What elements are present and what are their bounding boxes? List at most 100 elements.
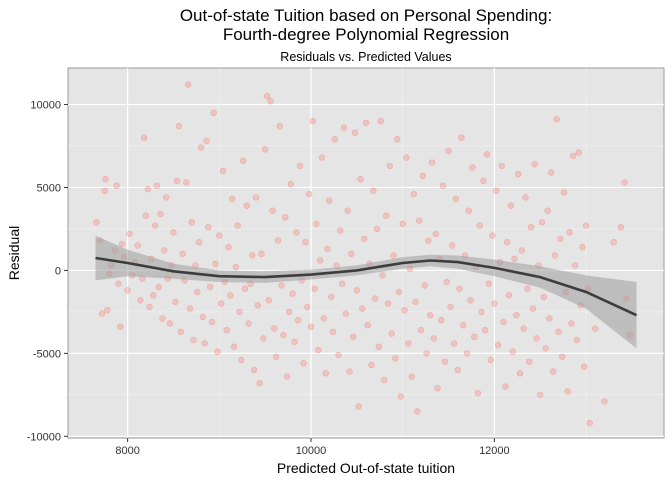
data-point: [361, 235, 368, 243]
data-point: [474, 390, 482, 397]
data-point: [394, 136, 401, 143]
data-point: [104, 307, 111, 314]
data-point: [549, 368, 557, 375]
data-point: [173, 177, 181, 185]
data-point: [335, 351, 342, 359]
data-point: [547, 169, 555, 176]
data-point: [227, 292, 234, 299]
y-tick-label: -10000: [27, 431, 61, 443]
x-tick-label: 12000: [479, 445, 510, 457]
data-point: [296, 162, 304, 170]
data-point: [491, 300, 498, 307]
data-point: [102, 176, 109, 183]
data-point: [324, 245, 331, 253]
data-point: [258, 250, 265, 258]
data-point: [520, 325, 527, 332]
data-point: [260, 335, 267, 342]
data-point: [546, 315, 553, 322]
data-point: [514, 171, 522, 178]
data-point: [205, 224, 212, 231]
data-point: [617, 224, 625, 231]
data-point: [313, 220, 320, 228]
data-point: [478, 308, 485, 316]
data-point: [551, 252, 559, 259]
data-point: [392, 355, 399, 362]
data-point: [421, 282, 428, 289]
data-point: [524, 285, 531, 292]
data-point: [274, 237, 282, 244]
data-point: [134, 242, 141, 249]
data-point: [397, 393, 404, 400]
data-point: [225, 244, 232, 251]
data-point: [159, 315, 166, 322]
data-point: [137, 297, 144, 304]
data-point: [460, 322, 467, 329]
x-tick-label: 8000: [115, 445, 139, 457]
data-point: [408, 373, 415, 380]
data-point: [621, 179, 628, 186]
data-point: [364, 322, 371, 329]
data-point: [210, 109, 218, 117]
data-point: [452, 195, 460, 203]
data-point: [146, 303, 153, 311]
data-point: [206, 283, 214, 291]
data-point: [525, 358, 533, 365]
x-axis-label: Predicted Out-of-state tuition: [277, 460, 455, 476]
data-point: [219, 167, 227, 175]
data-point: [355, 403, 362, 410]
data-point: [184, 81, 192, 88]
data-point: [150, 292, 157, 299]
data-point: [261, 146, 269, 153]
data-point: [427, 312, 434, 319]
data-point: [239, 157, 247, 165]
data-point: [278, 282, 285, 289]
data-point: [423, 350, 430, 357]
data-point: [601, 398, 608, 405]
data-point: [428, 159, 436, 166]
data-point: [485, 280, 493, 287]
x-axis: 8000 10000 12000: [115, 438, 510, 457]
data-point: [591, 325, 599, 332]
data-point: [430, 335, 438, 342]
data-point: [250, 366, 258, 374]
data-point: [377, 117, 384, 125]
data-point: [162, 194, 170, 201]
data-point: [467, 297, 474, 304]
data-point: [405, 340, 412, 347]
data-point: [395, 288, 403, 296]
data-point: [476, 222, 483, 229]
data-point: [166, 320, 174, 327]
data-point: [542, 345, 549, 352]
data-point: [493, 187, 500, 195]
data-point: [582, 222, 590, 229]
data-point: [318, 154, 326, 161]
data-point: [234, 222, 241, 229]
data-point: [480, 177, 487, 185]
data-point: [425, 237, 432, 244]
data-point: [320, 315, 327, 322]
data-point: [230, 343, 238, 350]
data-point: [306, 190, 313, 198]
data-point: [568, 320, 575, 327]
plot-panel: [67, 67, 665, 439]
data-point: [252, 194, 260, 201]
data-point: [294, 317, 302, 324]
data-point: [445, 147, 452, 155]
data-point: [263, 92, 271, 100]
data-point: [331, 136, 338, 143]
data-point: [522, 194, 529, 201]
data-point: [482, 327, 489, 334]
data-point: [340, 124, 348, 131]
chart-title-line1: Out-of-state Tuition based on Personal S…: [180, 6, 552, 25]
data-point: [188, 219, 196, 226]
data-point: [502, 383, 509, 390]
data-point: [283, 373, 291, 380]
data-point: [177, 328, 185, 335]
y-axis-label: Residual: [6, 226, 22, 280]
data-point: [494, 341, 502, 349]
chart-title-line2: Fourth-degree Polynomial Regression: [223, 25, 509, 44]
data-point: [214, 348, 221, 355]
data-point: [339, 280, 346, 287]
data-point: [513, 312, 520, 319]
data-point: [241, 285, 249, 292]
